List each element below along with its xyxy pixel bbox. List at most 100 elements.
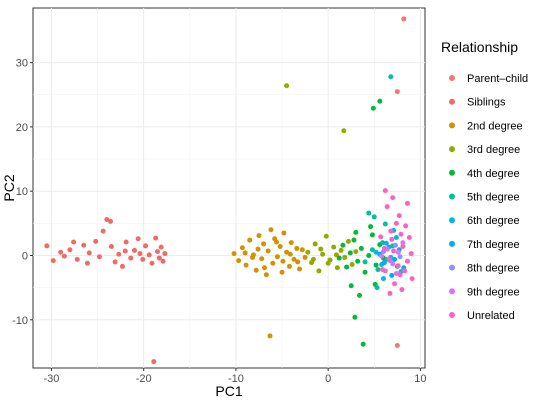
scatter-point xyxy=(395,263,401,269)
scatter-point xyxy=(393,235,399,240)
legend-label: 7th degree xyxy=(467,239,520,251)
scatter-point xyxy=(344,264,350,270)
axis-ticks: -30 -20 -10 0 10 -10 0 10 20 30 xyxy=(12,58,426,385)
scatter-point xyxy=(390,195,396,201)
scatter-point xyxy=(374,285,380,291)
x-tick-label: -30 xyxy=(43,373,59,385)
scatter-point xyxy=(380,267,386,273)
scatter-point xyxy=(392,256,398,262)
legend-label: 5th degree xyxy=(467,192,520,204)
scatter-point xyxy=(108,244,114,249)
scatter-point xyxy=(116,251,122,257)
legend-label: 4th degree xyxy=(467,168,520,180)
legend-title: Relationship xyxy=(441,39,518,55)
y-axis-title: PC2 xyxy=(1,174,17,201)
scatter-point xyxy=(373,249,379,255)
scatter-point xyxy=(310,256,316,262)
scatter-point xyxy=(349,262,355,267)
scatter-point xyxy=(112,259,118,265)
scatter-point xyxy=(267,333,273,339)
scatter-point xyxy=(378,234,384,240)
scatter-point xyxy=(274,254,280,260)
scatter-point xyxy=(274,239,280,245)
scatter-point xyxy=(382,221,388,227)
scatter-point xyxy=(397,254,403,260)
scatter-point xyxy=(380,276,386,282)
scatter-point xyxy=(295,259,301,265)
scatter-point xyxy=(389,272,395,278)
scatter-point xyxy=(50,258,56,264)
scatter-point xyxy=(381,260,387,266)
scatter-point xyxy=(280,258,286,264)
y-tick-label: 0 xyxy=(22,251,28,263)
scatter-point xyxy=(370,105,376,111)
scatter-point xyxy=(156,255,162,261)
scatter-point xyxy=(149,260,155,266)
scatter-point xyxy=(386,256,392,262)
scatter-point xyxy=(401,16,407,22)
scatter-point xyxy=(400,244,406,249)
scatter-point xyxy=(284,249,290,255)
legend-key xyxy=(449,240,455,247)
scatter-point xyxy=(369,247,375,253)
scatter-point xyxy=(375,267,381,273)
scatter-point xyxy=(383,240,389,246)
scatter-point xyxy=(312,241,318,247)
scatter-point xyxy=(160,258,166,264)
scatter-point xyxy=(137,251,143,257)
scatter-point xyxy=(357,292,363,298)
scatter-point xyxy=(299,247,305,253)
scatter-point xyxy=(336,255,342,261)
scatter-point xyxy=(239,245,245,251)
scatter-point xyxy=(131,247,137,253)
scatter-point xyxy=(316,268,322,274)
scatter-point xyxy=(259,256,265,262)
scatter-point xyxy=(358,245,364,251)
scatter-point xyxy=(81,242,87,248)
scatter-point xyxy=(369,232,375,238)
legend-label: 9th degree xyxy=(467,286,520,298)
legend-label: 8th degree xyxy=(467,263,520,275)
scatter-point xyxy=(123,239,129,245)
scatter-point xyxy=(162,251,168,257)
scatter-point xyxy=(400,240,406,246)
scatter-point xyxy=(151,359,157,365)
y-tick-label: 20 xyxy=(16,122,28,134)
scatter-point xyxy=(362,269,368,275)
scatter-point xyxy=(402,268,408,274)
scatter-point xyxy=(408,251,414,257)
scatter-point xyxy=(340,242,346,248)
x-tick-label: -20 xyxy=(136,373,152,385)
scatter-point xyxy=(345,238,351,244)
legend-key xyxy=(449,146,455,153)
scatter-point xyxy=(247,237,253,243)
legend-label: Unrelated xyxy=(467,310,515,322)
scatter-point xyxy=(394,343,400,348)
scatter-point xyxy=(391,248,397,254)
scatter-point xyxy=(284,83,290,89)
scatter-point xyxy=(277,244,283,249)
x-tick-label: -10 xyxy=(228,373,244,385)
scatter-point xyxy=(96,254,102,260)
scatter-point xyxy=(379,253,385,259)
y-tick-label: -10 xyxy=(12,315,28,327)
scatter-point xyxy=(74,256,80,262)
scatter-point xyxy=(388,228,394,234)
scatter-point xyxy=(262,265,268,271)
scatter-point xyxy=(243,262,249,268)
scatter-point xyxy=(44,243,50,249)
scatter-point xyxy=(250,254,256,260)
scatter-point xyxy=(279,269,285,275)
scatter-point xyxy=(348,283,354,289)
scatter-point xyxy=(360,341,366,347)
scatter-point xyxy=(371,214,377,220)
scatter-point xyxy=(128,255,134,261)
legend-label: 3rd degree xyxy=(467,144,520,156)
scatter-point xyxy=(93,238,99,244)
scatter-point xyxy=(287,251,293,257)
scatter-point xyxy=(380,240,386,246)
scatter-point xyxy=(404,200,410,206)
scatter-point xyxy=(341,128,347,134)
scatter-point xyxy=(143,243,149,249)
